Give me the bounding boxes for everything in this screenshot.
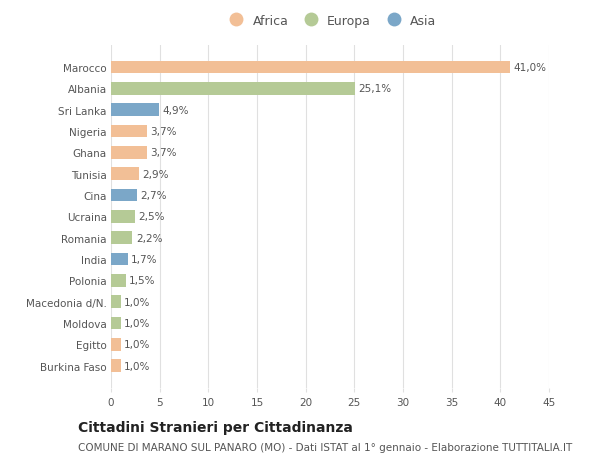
Text: 4,9%: 4,9% [162, 106, 188, 115]
Text: 41,0%: 41,0% [514, 63, 547, 73]
Text: 1,0%: 1,0% [124, 340, 151, 350]
Text: Cittadini Stranieri per Cittadinanza: Cittadini Stranieri per Cittadinanza [78, 420, 353, 434]
Text: 1,7%: 1,7% [131, 254, 157, 264]
Legend: Africa, Europa, Asia: Africa, Europa, Asia [224, 15, 436, 28]
Bar [111, 338, 121, 351]
Bar [111, 253, 128, 266]
Text: 25,1%: 25,1% [359, 84, 392, 94]
Bar [111, 168, 139, 181]
Text: 1,0%: 1,0% [124, 361, 151, 371]
Text: COMUNE DI MARANO SUL PANARO (MO) - Dati ISTAT al 1° gennaio - Elaborazione TUTTI: COMUNE DI MARANO SUL PANARO (MO) - Dati … [78, 442, 572, 452]
Bar [111, 189, 137, 202]
Text: 2,7%: 2,7% [140, 190, 167, 201]
Bar [111, 62, 510, 74]
Text: 2,2%: 2,2% [136, 233, 163, 243]
Text: 2,5%: 2,5% [139, 212, 165, 222]
Bar [111, 232, 133, 245]
Text: 1,0%: 1,0% [124, 297, 151, 307]
Text: 1,0%: 1,0% [124, 319, 151, 328]
Bar [111, 296, 121, 308]
Bar [111, 125, 147, 138]
Bar [111, 359, 121, 372]
Bar [111, 83, 355, 95]
Text: 1,5%: 1,5% [129, 276, 155, 286]
Text: 2,9%: 2,9% [143, 169, 169, 179]
Text: 3,7%: 3,7% [151, 127, 177, 137]
Text: 3,7%: 3,7% [151, 148, 177, 158]
Bar [111, 104, 158, 117]
Bar [111, 274, 125, 287]
Bar [111, 211, 136, 223]
Bar [111, 146, 147, 159]
Bar [111, 317, 121, 330]
